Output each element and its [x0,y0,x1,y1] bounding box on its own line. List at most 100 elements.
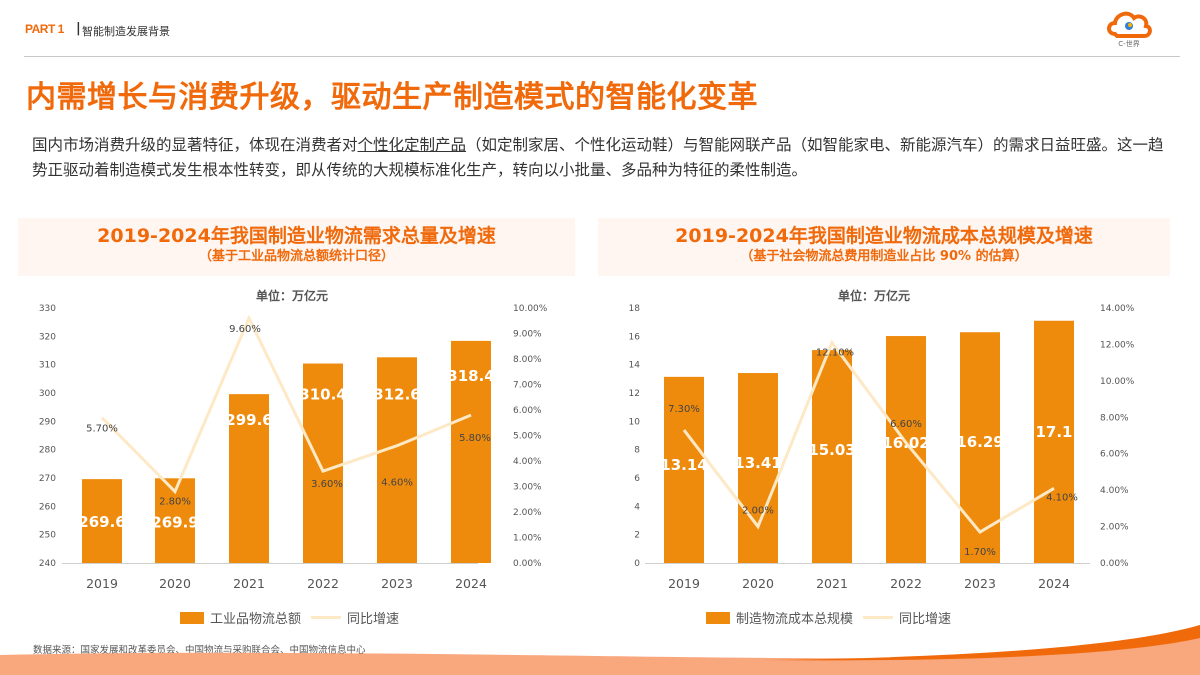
growth-rate-line [100,314,472,495]
growth-rate-label: 3.60% [311,479,343,490]
bar-value-label: 312.6 [373,385,420,403]
y-right-tick-label: 6.00% [1100,450,1129,460]
bar-value-label: 15.03 [808,441,855,459]
y-left-tick-label: 240 [39,559,56,569]
paragraph-text: 国内市场消费升级的显著特征，体现在消费者对 [32,136,358,154]
growth-rate-line [682,339,1055,534]
y-left-tick-label: 270 [39,474,56,484]
y-left-tick-label: 0 [634,559,640,569]
x-tick-label: 2023 [964,576,996,591]
bar-value-label: 269.6 [78,513,125,531]
y-left-tick-label: 250 [39,531,56,541]
growth-rate-label: 2.00% [742,506,774,517]
growth-rate-label: 4.10% [1046,492,1078,503]
header-separator: | [76,21,81,36]
bar-value-label: 16.02 [882,434,929,452]
bar-2019 [664,376,704,563]
chart1-unit: 单位：万亿元 [256,289,329,303]
bar-2021 [229,394,269,563]
chart2-subtitle: （基于社会物流总费用制造业占比 90% 的估算） [740,249,1028,264]
svg-text:C-世界: C-世界 [1118,39,1139,48]
y-left-tick-label: 260 [39,502,56,512]
y-right-tick-label: 10.00% [1100,377,1135,387]
legend-line-label: 同比增速 [347,612,400,627]
y-right-tick-label: 14.00% [1100,304,1135,314]
y-left-tick-label: 12 [629,389,640,399]
y-right-tick-label: 4.00% [1100,486,1129,496]
y-left-tick-label: 4 [634,502,640,512]
y-right-tick-label: 10.00% [513,304,548,314]
paragraph-text: （如定制家居、个性化运动鞋）与智能网联产品（如智能家电、新能源汽车）的需求日益旺… [32,136,1164,179]
cloud-logo-icon: C-世界 [1107,11,1152,48]
bar-value-label: 299.6 [225,411,272,429]
bar-2024 [1034,320,1074,563]
bar-2024 [451,340,491,563]
growth-rate-label: 7.30% [668,404,700,415]
x-tick-label: 2024 [1038,576,1070,591]
y-right-tick-label: 12.00% [1100,340,1135,350]
x-tick-label: 2019 [86,576,118,591]
bar-value-label: 318.4 [447,367,494,385]
bar-2022 [303,363,343,563]
growth-rate-label: 5.70% [86,424,118,435]
bar-value-label: 16.29 [956,433,1003,451]
bar-value-label: 13.41 [734,454,781,472]
x-tick-label: 2024 [455,576,487,591]
y-right-tick-label: 0.00% [1100,559,1129,569]
intro-paragraph: 国内市场消费升级的显著特征，体现在消费者对个性化定制产品（如定制家居、个性化运动… [32,133,1172,183]
x-tick-label: 2022 [307,576,339,591]
y-right-tick-label: 6.00% [513,406,542,416]
growth-rate-label: 1.70% [964,547,996,558]
y-right-tick-label: 2.00% [513,508,542,518]
legend-line-label: 同比增速 [899,612,952,627]
y-left-tick-label: 290 [39,417,56,427]
x-tick-label: 2019 [668,576,700,591]
legend-line-swatch [863,616,894,619]
chart2-title: 2019-2024年我国制造业物流成本总规模及增速 [675,225,1093,247]
chart2-title-box: 2019-2024年我国制造业物流成本总规模及增速 （基于社会物流总费用制造业占… [598,218,1170,276]
growth-rate-label: 6.60% [890,419,922,430]
footer-swoosh [0,625,1200,675]
bar-2023 [377,357,417,563]
y-left-tick-label: 14 [629,361,641,371]
x-tick-label: 2020 [742,576,774,591]
chart2-unit: 单位：万亿元 [838,289,911,303]
y-left-tick-label: 10 [629,417,641,427]
legend-bar-swatch [180,611,204,624]
y-left-tick-label: 320 [39,332,56,342]
section-title: 智能制造发展背景 [82,25,170,38]
bar-value-label: 269.9 [151,513,198,531]
y-left-tick-label: 8 [634,446,640,456]
bar-value-label: 17.1 [1035,423,1072,441]
y-left-tick-label: 16 [629,332,641,342]
y-right-tick-label: 9.00% [513,330,542,340]
y-right-tick-label: 1.00% [513,534,542,544]
growth-rate-label: 12.10% [816,348,854,359]
legend-bar-label: 制造物流成本总规模 [736,612,854,627]
y-right-tick-label: 0.00% [513,559,542,569]
chart1-title: 2019-2024年我国制造业物流需求总量及增速 [97,225,496,247]
y-right-tick-label: 8.00% [1100,413,1129,423]
bar-2019 [82,479,122,563]
y-right-tick-label: 7.00% [513,381,542,391]
y-left-tick-label: 330 [39,304,56,314]
chart1-subtitle: （基于工业品物流总额统计口径） [198,249,394,264]
x-tick-label: 2023 [381,576,413,591]
y-left-tick-label: 2 [634,531,640,541]
y-left-tick-label: 280 [39,446,56,456]
paragraph-underlined: 个性化定制产品 [357,136,467,154]
legend-bar-swatch [706,611,730,624]
growth-rate-label: 5.80% [459,433,491,444]
x-tick-label: 2020 [159,576,191,591]
chart2-legend: 制造物流成本总规模 同比增速 [706,608,951,627]
y-right-tick-label: 3.00% [513,483,542,493]
y-right-tick-label: 5.00% [513,432,542,442]
legend-bar-label: 工业品物流总额 [210,612,302,627]
bar-value-label: 310.4 [299,386,346,404]
y-left-tick-label: 6 [634,474,640,484]
y-left-tick-label: 300 [39,389,56,399]
header-divider [24,56,1180,57]
chart1-title-box: 2019-2024年我国制造业物流需求总量及增速 （基于工业品物流总额统计口径） [18,218,575,276]
growth-rate-label: 9.60% [229,324,261,335]
legend-line-swatch [311,616,342,619]
